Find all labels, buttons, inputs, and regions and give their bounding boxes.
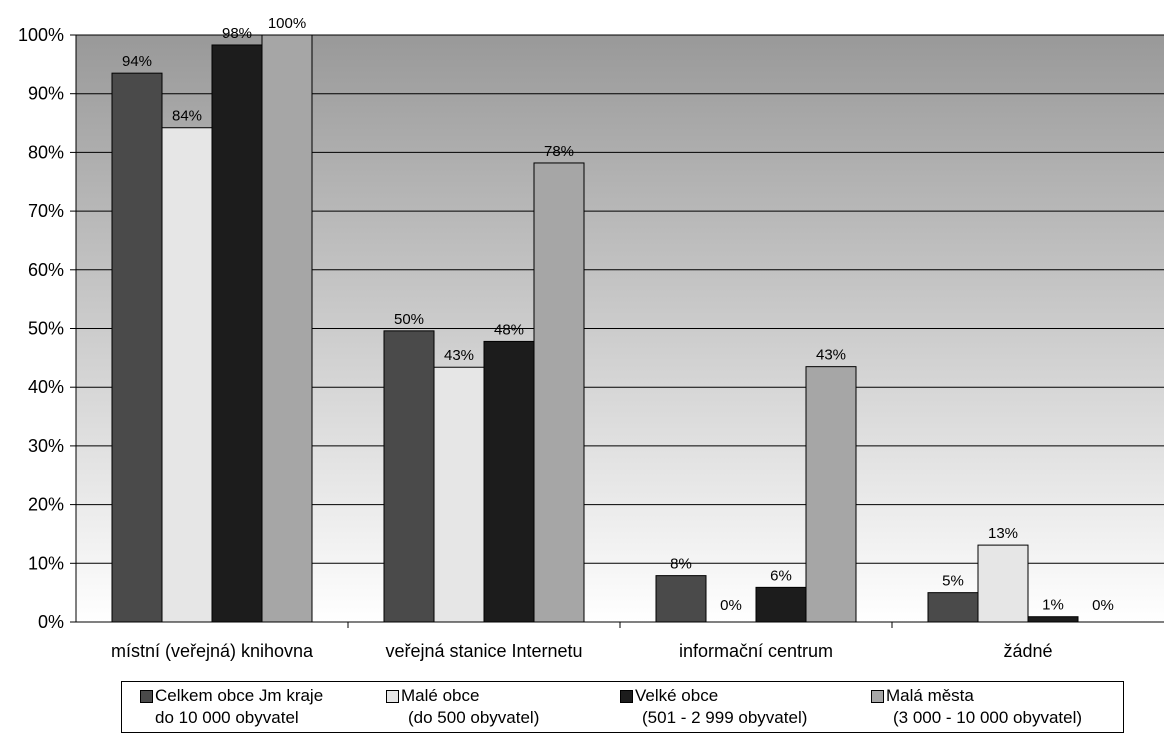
bar [483,340,535,623]
data-label: 43% [816,347,846,364]
data-label: 78% [544,143,574,160]
data-label: 94% [122,53,152,70]
y-tick-label: 20% [28,495,64,515]
y-tick-label: 100% [18,25,64,45]
x-tick-label: veřejná stanice Internetu [385,641,582,661]
legend-label-velke-obce-line1: Velké obce [635,686,719,705]
y-tick-label: 50% [28,319,64,339]
bar [533,162,585,623]
data-label: 50% [394,311,424,328]
data-label: 0% [1092,597,1114,614]
x-tick-label: žádné [1003,641,1052,661]
x-tick-label: informační centrum [679,641,833,661]
legend-label-celkem-line2: do 10 000 obyvatel [155,708,299,727]
bar [927,592,979,623]
bar [805,366,857,623]
legend-label-mala-mesta-line2: (3 000 - 10 000 obyvatel) [893,708,1083,727]
data-label: 98% [222,25,252,42]
bar [261,34,313,623]
y-tick-label: 40% [28,377,64,397]
y-tick-label: 30% [28,436,64,456]
data-label: 6% [770,567,792,584]
legend-swatch-celkem [140,690,153,703]
y-tick-label: 0% [38,612,64,632]
bar [977,544,1029,623]
y-tick-label: 90% [28,84,64,104]
y-tick-label: 10% [28,553,64,573]
y-tick-label: 80% [28,142,64,162]
data-label: 43% [444,347,474,364]
legend-swatch-mala-mesta [871,690,884,703]
bar [111,72,163,623]
bar [1027,616,1079,623]
y-tick-label: 60% [28,260,64,280]
legend-label-celkem-line1: Celkem obce Jm kraje [155,686,324,705]
data-label: 1% [1042,597,1064,614]
legend-label-velke-obce-line2: (501 - 2 999 obyvatel) [642,708,808,727]
data-label: 8% [670,556,692,573]
legend: Celkem obce Jm kraje do 10 000 obyvatel … [121,681,1124,733]
bar [161,127,213,623]
bar [655,575,707,623]
legend-swatch-velke-obce [620,690,633,703]
x-tick-label: místní (veřejná) knihovna [111,641,314,661]
data-label: 48% [494,321,524,338]
data-label: 84% [172,108,202,125]
legend-swatch-male-obce [386,690,399,703]
legend-label-male-obce-line2: (do 500 obyvatel) [408,708,540,727]
bar [433,366,485,623]
legend-label-mala-mesta-line1: Malá města [886,686,974,705]
y-tick-label: 70% [28,201,64,221]
data-label: 13% [988,525,1018,542]
bar [211,44,263,623]
bar [383,330,435,623]
bar [755,586,807,623]
data-label: 0% [720,597,742,614]
data-label: 5% [942,573,964,590]
data-label: 100% [268,15,306,32]
legend-label-male-obce-line1: Malé obce [401,686,480,705]
